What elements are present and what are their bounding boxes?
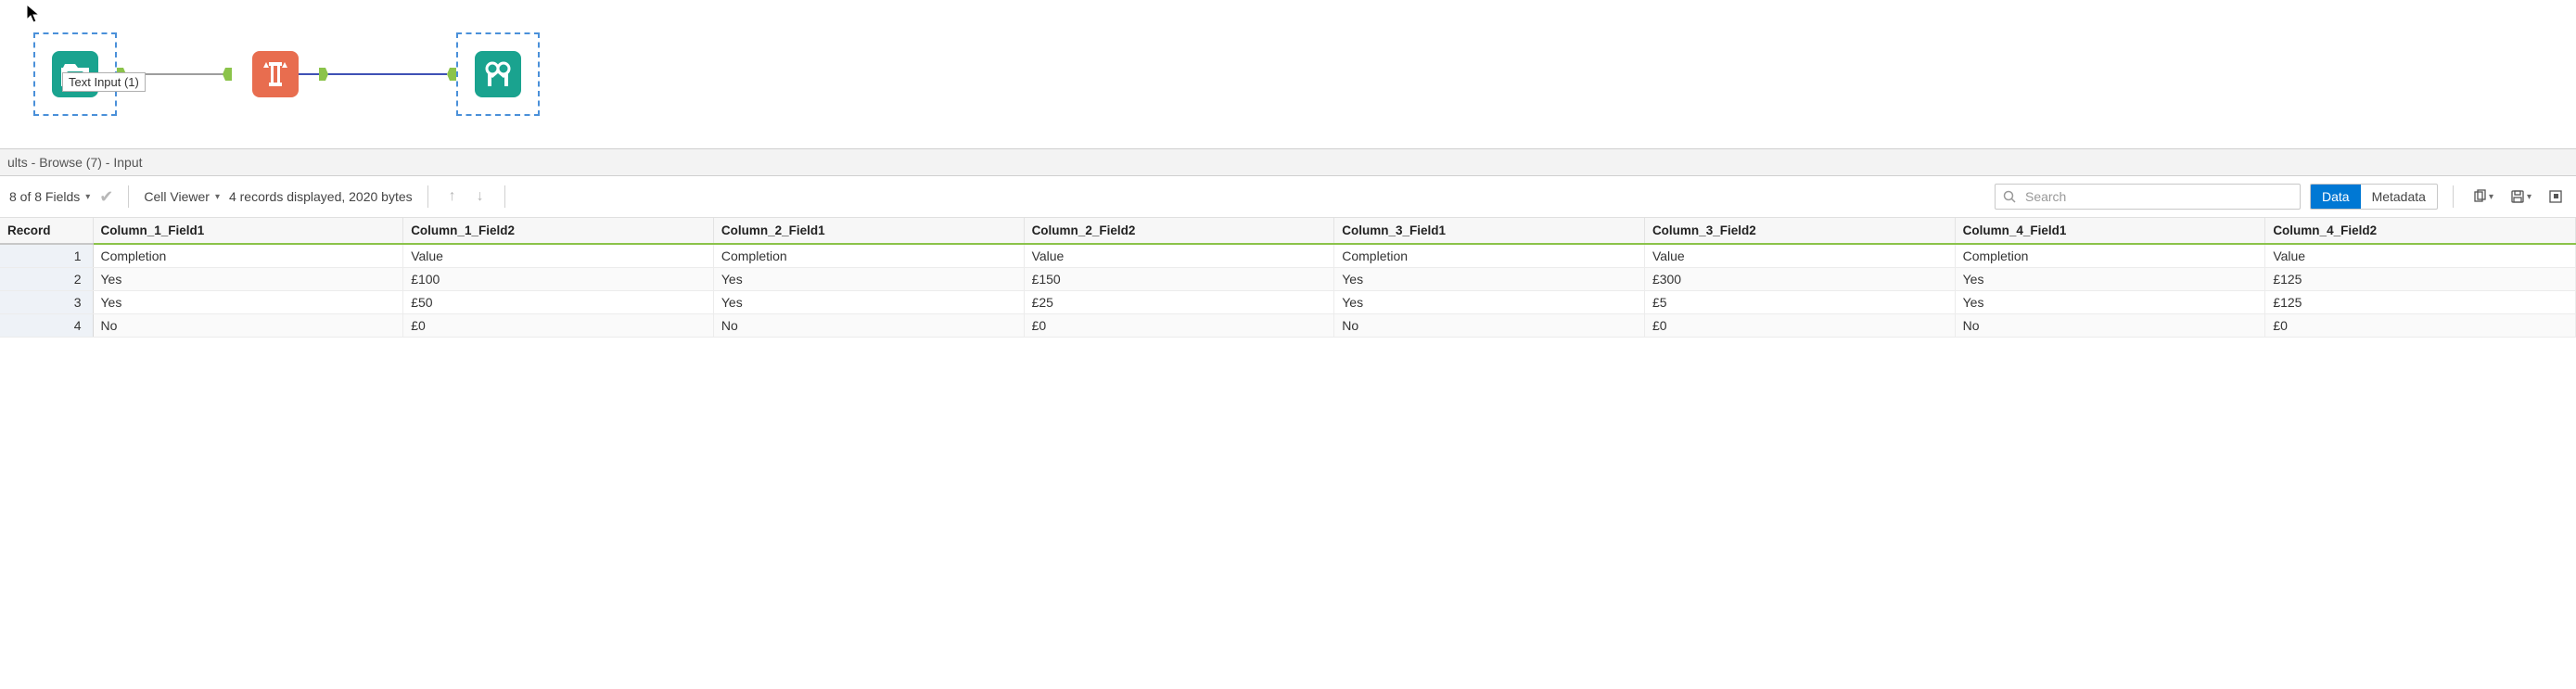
cell[interactable]: £25 [1024, 291, 1334, 314]
records-info: 4 records displayed, 2020 bytes [229, 189, 413, 204]
cell[interactable]: No [713, 314, 1024, 338]
cell[interactable]: Value [403, 244, 714, 268]
search-box[interactable] [1995, 184, 2301, 210]
cell[interactable]: £125 [2265, 291, 2576, 314]
col-header[interactable]: Column_2_Field1 [713, 218, 1024, 244]
table-row[interactable]: 1CompletionValueCompletionValueCompletio… [0, 244, 2576, 268]
cell[interactable]: No [1334, 314, 1645, 338]
save-dropdown[interactable]: ▾ [2506, 189, 2535, 204]
cell[interactable]: Completion [93, 244, 403, 268]
cursor-icon [26, 4, 45, 24]
input-port[interactable] [223, 68, 232, 81]
cell[interactable]: £125 [2265, 268, 2576, 291]
cell[interactable]: Yes [1334, 291, 1645, 314]
cell[interactable]: Yes [1955, 268, 2265, 291]
results-title: ults - Browse (7) - Input [0, 148, 2576, 176]
cell-viewer-dropdown[interactable]: Cell Viewer ▾ [144, 189, 220, 204]
cell[interactable]: £50 [403, 291, 714, 314]
next-record-button[interactable]: ↓ [471, 188, 490, 205]
fields-label: 8 of 8 Fields [9, 189, 80, 204]
col-header[interactable]: Column_1_Field1 [93, 218, 403, 244]
cell[interactable]: Yes [1334, 268, 1645, 291]
col-header[interactable]: Column_3_Field1 [1334, 218, 1645, 244]
cell[interactable]: £0 [1024, 314, 1334, 338]
tab-data[interactable]: Data [2311, 185, 2361, 209]
cell[interactable]: Yes [713, 268, 1024, 291]
col-record[interactable]: Record [0, 218, 93, 244]
cell[interactable]: Value [1644, 244, 1955, 268]
cell[interactable]: Value [1024, 244, 1334, 268]
search-icon [2003, 190, 2016, 203]
cell[interactable]: Yes [93, 268, 403, 291]
popout-button[interactable] [2544, 189, 2567, 204]
record-number: 1 [0, 244, 93, 268]
separator [427, 185, 428, 208]
cell[interactable]: £0 [2265, 314, 2576, 338]
cell[interactable]: £0 [1644, 314, 1955, 338]
search-input[interactable] [2023, 188, 2292, 205]
table-row[interactable]: 4No£0No£0No£0No£0 [0, 314, 2576, 338]
check-icon[interactable]: ✔ [99, 187, 113, 207]
select-icon [252, 51, 299, 97]
cell[interactable]: £150 [1024, 268, 1334, 291]
cell[interactable]: Completion [713, 244, 1024, 268]
results-toolbar: 8 of 8 Fields ▾ ✔ Cell Viewer ▾ 4 record… [0, 176, 2576, 218]
record-number: 3 [0, 291, 93, 314]
prev-record-button[interactable]: ↑ [443, 188, 462, 205]
separator [504, 185, 505, 208]
cell[interactable]: Completion [1334, 244, 1645, 268]
table-row[interactable]: 3Yes£50Yes£25Yes£5Yes£125 [0, 291, 2576, 314]
record-number: 4 [0, 314, 93, 338]
col-header[interactable]: Column_4_Field2 [2265, 218, 2576, 244]
cell[interactable]: Yes [1955, 291, 2265, 314]
cell[interactable]: £5 [1644, 291, 1955, 314]
workflow-canvas[interactable]: Text Input (1) [0, 0, 2576, 148]
cell[interactable]: £0 [403, 314, 714, 338]
fields-dropdown[interactable]: 8 of 8 Fields ▾ [9, 189, 90, 204]
view-tabs: Data Metadata [2310, 184, 2438, 210]
cell[interactable]: Value [2265, 244, 2576, 268]
caret-down-icon: ▾ [85, 192, 90, 202]
tool-tooltip: Text Input (1) [62, 72, 146, 92]
cell[interactable]: £100 [403, 268, 714, 291]
table-row[interactable]: 2Yes£100Yes£150Yes£300Yes£125 [0, 268, 2576, 291]
copy-dropdown[interactable]: ▾ [2468, 189, 2497, 204]
cell-viewer-label: Cell Viewer [144, 189, 210, 204]
results-grid: Record Column_1_Field1 Column_1_Field2 C… [0, 218, 2576, 338]
browse-icon [475, 51, 521, 97]
input-port[interactable] [447, 68, 456, 81]
col-header[interactable]: Column_3_Field2 [1644, 218, 1955, 244]
grid-header-row: Record Column_1_Field1 Column_1_Field2 C… [0, 218, 2576, 244]
record-number: 2 [0, 268, 93, 291]
separator [2453, 185, 2454, 208]
tab-metadata[interactable]: Metadata [2361, 185, 2437, 209]
col-header[interactable]: Column_1_Field2 [403, 218, 714, 244]
output-port[interactable] [319, 68, 328, 81]
cell[interactable]: Yes [93, 291, 403, 314]
cell[interactable]: No [93, 314, 403, 338]
cell[interactable]: Completion [1955, 244, 2265, 268]
col-header[interactable]: Column_4_Field1 [1955, 218, 2265, 244]
cell[interactable]: £300 [1644, 268, 1955, 291]
col-header[interactable]: Column_2_Field2 [1024, 218, 1334, 244]
tool-browse[interactable] [456, 32, 540, 116]
tool-select[interactable] [234, 32, 317, 116]
cell[interactable]: Yes [713, 291, 1024, 314]
caret-down-icon: ▾ [215, 192, 220, 202]
cell[interactable]: No [1955, 314, 2265, 338]
separator [128, 185, 129, 208]
